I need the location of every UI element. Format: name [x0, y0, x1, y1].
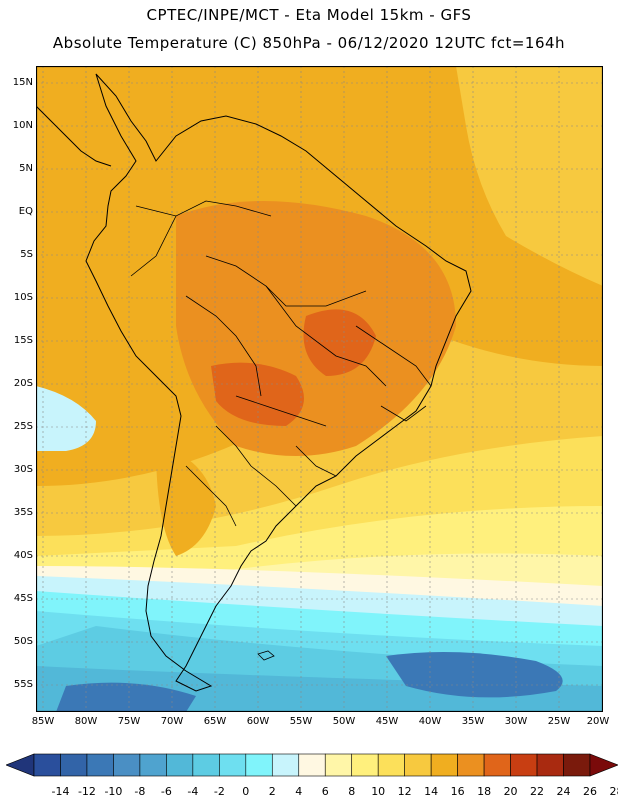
colorbar-swatch [430, 753, 458, 777]
temp-field-cold-core-west [56, 682, 196, 712]
lat-label: 15S [13, 335, 33, 346]
lat-label: 20S [13, 378, 33, 389]
lon-label: 20W [586, 716, 610, 727]
colorbar-tick-label: 26 [583, 785, 597, 798]
central-america-coastline [36, 105, 112, 167]
colorbar-swatch [86, 753, 114, 777]
colorbar-swatch [219, 753, 247, 777]
lon-label: 70W [160, 716, 184, 727]
south-america-coastline [85, 73, 472, 692]
lon-label: 50W [332, 716, 356, 727]
colorbar-tick-label: 12 [397, 785, 412, 798]
lat-label: 35S [13, 507, 33, 518]
chart-title-line-1: CPTEC/INPE/MCT - Eta Model 15km - GFS [146, 6, 472, 24]
colorbar-swatch [113, 753, 141, 777]
colorbar-swatch [536, 753, 564, 777]
colorbar-tick-label: 0 [242, 785, 250, 798]
colorbar-swatch [60, 753, 88, 777]
temp-field-hot-core-2 [303, 309, 376, 376]
lon-label: 30W [504, 716, 528, 727]
colorbar [6, 753, 618, 777]
colorbar-tick-label: 10 [371, 785, 386, 798]
lon-label: 85W [31, 716, 55, 727]
colorbar-tick-label: 2 [268, 785, 276, 798]
lat-label: 25S [13, 421, 33, 432]
colorbar-swatch [271, 753, 300, 777]
colorbar-over-arrow [589, 753, 618, 777]
colorbar-tick-label: 20 [503, 785, 518, 798]
colorbar-tick-label: 22 [530, 785, 545, 798]
colorbar-under-arrow [6, 753, 35, 777]
colorbar-swatch [510, 753, 538, 777]
colorbar-tick-label: -14 [51, 785, 70, 798]
temp-field-northeast [456, 66, 603, 286]
colorbar-tick-label: 4 [295, 785, 303, 798]
falkland-islands [257, 650, 275, 661]
chart-title-line-2: Absolute Temperature (C) 850hPa - 06/12/… [52, 34, 566, 52]
colorbar-tick-label: 18 [477, 785, 492, 798]
lon-label: 45W [375, 716, 399, 727]
lon-label: 80W [74, 716, 98, 727]
lon-label: 40W [418, 716, 442, 727]
colorbar-tick-label: -6 [160, 785, 172, 798]
lon-label: 35W [461, 716, 485, 727]
colorbar-swatch [192, 753, 220, 777]
lat-label: 10S [13, 292, 33, 303]
temp-field-pacific-cold [36, 386, 96, 451]
lat-label: 5N [19, 163, 33, 174]
colorbar-tick-label: 24 [556, 785, 571, 798]
colorbar-tick-label: 8 [348, 785, 356, 798]
colorbar-swatch [324, 753, 353, 777]
colorbar-tick-label: 14 [424, 785, 439, 798]
colorbar-tick-label: 6 [321, 785, 329, 798]
colorbar-tick-label: 16 [450, 785, 465, 798]
lon-label: 55W [289, 716, 313, 727]
colorbar-swatch [33, 753, 61, 777]
temperature-map [36, 66, 603, 712]
colorbar-tick-label: 28 [609, 785, 618, 798]
lat-label: 55S [13, 679, 33, 690]
map-border [36, 66, 603, 712]
lon-label: 75W [117, 716, 141, 727]
lat-label: 15N [12, 77, 33, 88]
lon-label: 25W [547, 716, 571, 727]
colorbar-tick-label: -2 [213, 785, 225, 798]
lon-label: 65W [203, 716, 227, 727]
lat-label: 50S [13, 636, 33, 647]
colorbar-swatch [351, 753, 379, 777]
colorbar-swatch [298, 753, 326, 777]
lat-label: 5S [20, 249, 33, 260]
lat-label: 45S [13, 593, 33, 604]
lon-label: 60W [246, 716, 270, 727]
colorbar-swatch [245, 753, 273, 777]
colorbar-swatch [457, 753, 485, 777]
colorbar-swatch [483, 753, 511, 777]
colorbar-swatch [377, 753, 405, 777]
lat-label: 10N [12, 120, 33, 131]
country-borders [130, 200, 432, 527]
colorbar-swatch [563, 753, 591, 777]
lat-label: 40S [13, 550, 33, 561]
colorbar-tick-label: -8 [134, 785, 146, 798]
colorbar-swatch [404, 753, 432, 777]
colorbar-swatch [166, 753, 194, 777]
colorbar-tick-label: -10 [104, 785, 123, 798]
lat-label: 30S [13, 464, 33, 475]
temp-field-hot-core [211, 362, 304, 426]
colorbar-swatch [139, 753, 167, 777]
lat-label: EQ [18, 206, 33, 217]
colorbar-tick-label: -4 [187, 785, 199, 798]
colorbar-tick-label: -12 [77, 785, 96, 798]
